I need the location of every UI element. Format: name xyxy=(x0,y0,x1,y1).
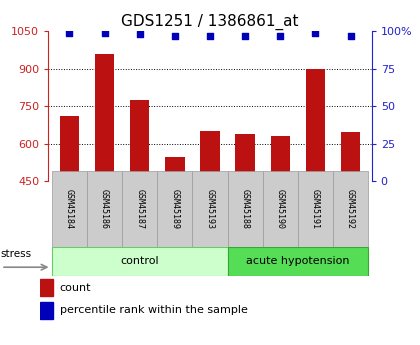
Text: GSM45189: GSM45189 xyxy=(171,189,179,229)
Text: control: control xyxy=(121,256,159,266)
Bar xyxy=(341,132,360,181)
Bar xyxy=(228,171,263,247)
Bar xyxy=(122,171,157,247)
Bar xyxy=(270,136,290,181)
Text: stress: stress xyxy=(0,249,31,259)
Point xyxy=(312,30,319,35)
Bar xyxy=(236,134,255,181)
Bar xyxy=(165,157,184,181)
Bar xyxy=(95,53,114,181)
Text: GSM45191: GSM45191 xyxy=(311,189,320,229)
Bar xyxy=(52,171,87,247)
Point xyxy=(347,33,354,38)
Text: GSM45188: GSM45188 xyxy=(241,189,249,229)
Bar xyxy=(298,171,333,247)
Text: count: count xyxy=(60,283,91,293)
Bar xyxy=(157,171,192,247)
Point xyxy=(277,33,284,38)
Point xyxy=(66,30,73,35)
Text: GSM45186: GSM45186 xyxy=(100,189,109,229)
Bar xyxy=(263,171,298,247)
Point xyxy=(136,31,143,37)
Bar xyxy=(200,131,220,181)
Point xyxy=(171,33,178,38)
Text: GSM45184: GSM45184 xyxy=(65,189,74,229)
Text: acute hypotension: acute hypotension xyxy=(246,256,349,266)
Bar xyxy=(306,69,325,181)
Text: GSM45187: GSM45187 xyxy=(135,189,144,229)
Point xyxy=(207,33,213,38)
Text: GSM45190: GSM45190 xyxy=(276,189,285,229)
Bar xyxy=(192,171,228,247)
Bar xyxy=(40,279,53,296)
Bar xyxy=(130,100,150,181)
Bar xyxy=(60,116,79,181)
Bar xyxy=(40,302,53,319)
Bar xyxy=(228,247,368,276)
Text: GSM45192: GSM45192 xyxy=(346,189,355,229)
Text: GSM45193: GSM45193 xyxy=(205,189,215,229)
Bar xyxy=(87,171,122,247)
Bar xyxy=(52,247,228,276)
Text: percentile rank within the sample: percentile rank within the sample xyxy=(60,305,248,315)
Point xyxy=(242,33,249,38)
Point xyxy=(101,30,108,35)
Title: GDS1251 / 1386861_at: GDS1251 / 1386861_at xyxy=(121,13,299,30)
Bar xyxy=(333,171,368,247)
